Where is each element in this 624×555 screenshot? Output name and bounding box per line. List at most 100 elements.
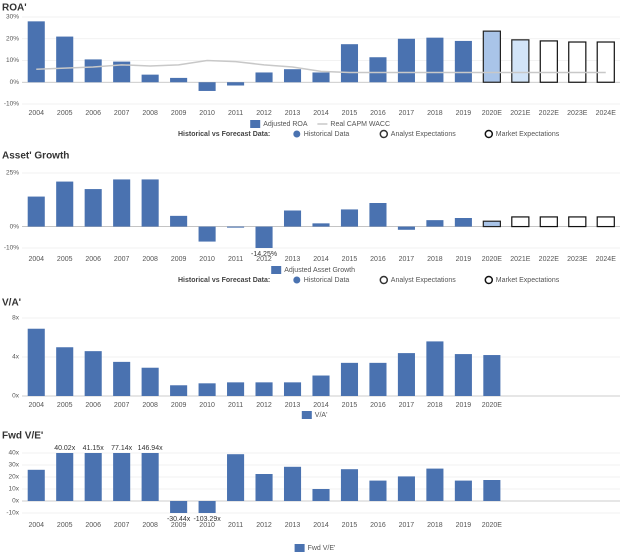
x-tick-label: 2006 — [85, 256, 101, 263]
y-tick-label: 4x — [12, 354, 20, 361]
forecast-legend-icon — [379, 275, 389, 285]
y-tick-label: 20% — [6, 35, 19, 42]
bar — [227, 382, 245, 396]
forecast-legend-title: Historical vs Forecast Data: — [178, 131, 270, 138]
bar — [170, 385, 188, 396]
x-tick-label: 2015 — [342, 402, 358, 409]
x-tick-label: 2009 — [171, 402, 187, 409]
x-tick-label: 2013 — [285, 110, 301, 117]
bar — [113, 61, 131, 83]
bar — [369, 57, 387, 83]
x-tick-label: 2018 — [427, 256, 443, 263]
legend-swatch — [294, 544, 305, 552]
bar — [227, 226, 245, 228]
data-label: 146.94x — [138, 445, 163, 452]
x-tick-label: 2021E — [510, 256, 531, 263]
x-tick-label: 2016 — [370, 522, 386, 529]
x-tick-label: 2008 — [142, 256, 158, 263]
data-label: 77.14x — [111, 445, 133, 452]
x-tick-label: 2020E — [482, 256, 503, 263]
y-tick-label: 30x — [9, 462, 20, 469]
bar — [340, 209, 359, 227]
x-tick-label: 2013 — [285, 522, 301, 529]
x-tick-label: 2016 — [370, 256, 386, 263]
x-tick-label: 2017 — [399, 402, 415, 409]
bar — [56, 36, 74, 83]
x-tick-label: 2014 — [313, 110, 329, 117]
chart-title: V/A' — [2, 298, 21, 309]
forecast-legend-icon — [293, 276, 301, 284]
x-tick-label: 2007 — [114, 110, 130, 117]
x-tick-label: 2019 — [456, 402, 472, 409]
legend-swatch — [271, 266, 282, 274]
legend-label: Adjusted Asset Growth — [284, 267, 355, 274]
bar — [141, 367, 159, 396]
x-tick-label: 2016 — [370, 110, 386, 117]
forecast-legend-label: Analyst Expectations — [391, 131, 456, 138]
bar — [283, 69, 302, 83]
bar — [482, 30, 502, 83]
x-tick-label: 2019 — [456, 256, 472, 263]
bar — [596, 41, 615, 83]
bar — [84, 351, 102, 396]
x-tick-label: 2005 — [57, 110, 73, 117]
bar — [369, 480, 387, 501]
chart-title: Fwd V/E' — [2, 431, 43, 442]
bar — [283, 466, 302, 501]
legend-label: Real CAPM WACC — [330, 121, 390, 128]
x-tick-label: 2017 — [399, 522, 415, 529]
bar — [483, 480, 501, 501]
bar — [426, 220, 444, 227]
y-tick-label: 0x — [12, 393, 20, 400]
bar — [454, 354, 472, 396]
x-tick-label: 2007 — [114, 256, 130, 263]
bar — [369, 362, 387, 396]
y-tick-label: 30% — [6, 14, 19, 21]
bar — [198, 226, 216, 242]
bar — [483, 355, 501, 396]
x-tick-label: 2004 — [28, 110, 44, 117]
bar — [27, 469, 45, 501]
y-tick-label: 10x — [9, 486, 20, 493]
bar — [454, 480, 472, 501]
x-tick-label: 2011 — [228, 522, 243, 529]
data-label: 40.02x — [54, 445, 76, 452]
x-tick-label: 2014 — [313, 402, 329, 409]
x-tick-label: 2017 — [399, 256, 415, 263]
bar — [568, 216, 587, 228]
x-tick-label: 2004 — [28, 256, 44, 263]
x-tick-label: 2020E — [482, 522, 503, 529]
bar — [426, 468, 444, 501]
x-tick-label: 2019 — [456, 110, 472, 117]
bar — [482, 220, 502, 228]
bar — [113, 453, 131, 501]
forecast-legend-icon — [484, 275, 494, 285]
x-tick-label: 2018 — [427, 402, 443, 409]
x-tick-label: 2021E — [510, 110, 531, 117]
legend-swatch — [250, 120, 261, 128]
x-tick-label: 2011 — [228, 110, 243, 117]
bar — [141, 74, 159, 83]
chart-title: Asset' Growth — [2, 151, 69, 162]
y-tick-label: 10% — [6, 57, 19, 64]
legend-label: V/A' — [315, 412, 328, 419]
bar — [426, 37, 444, 83]
x-tick-label: 2005 — [57, 256, 73, 263]
bar — [56, 347, 74, 396]
legend-label: Fwd V/E' — [308, 545, 336, 552]
x-tick-label: 2008 — [142, 110, 158, 117]
bar — [141, 453, 159, 501]
bar — [198, 501, 216, 513]
bar — [227, 82, 245, 86]
bar — [56, 453, 74, 501]
x-tick-label: 2011 — [228, 256, 243, 263]
y-tick-label: 0% — [10, 79, 20, 86]
bar — [397, 226, 415, 230]
x-tick-label: 2022E — [539, 256, 560, 263]
bar — [511, 216, 530, 228]
bar — [27, 196, 45, 227]
x-tick-label: 2024E — [596, 110, 617, 117]
x-tick-label: 2004 — [28, 522, 44, 529]
bar — [255, 382, 273, 396]
forecast-legend-title: Historical vs Forecast Data: — [178, 277, 270, 284]
